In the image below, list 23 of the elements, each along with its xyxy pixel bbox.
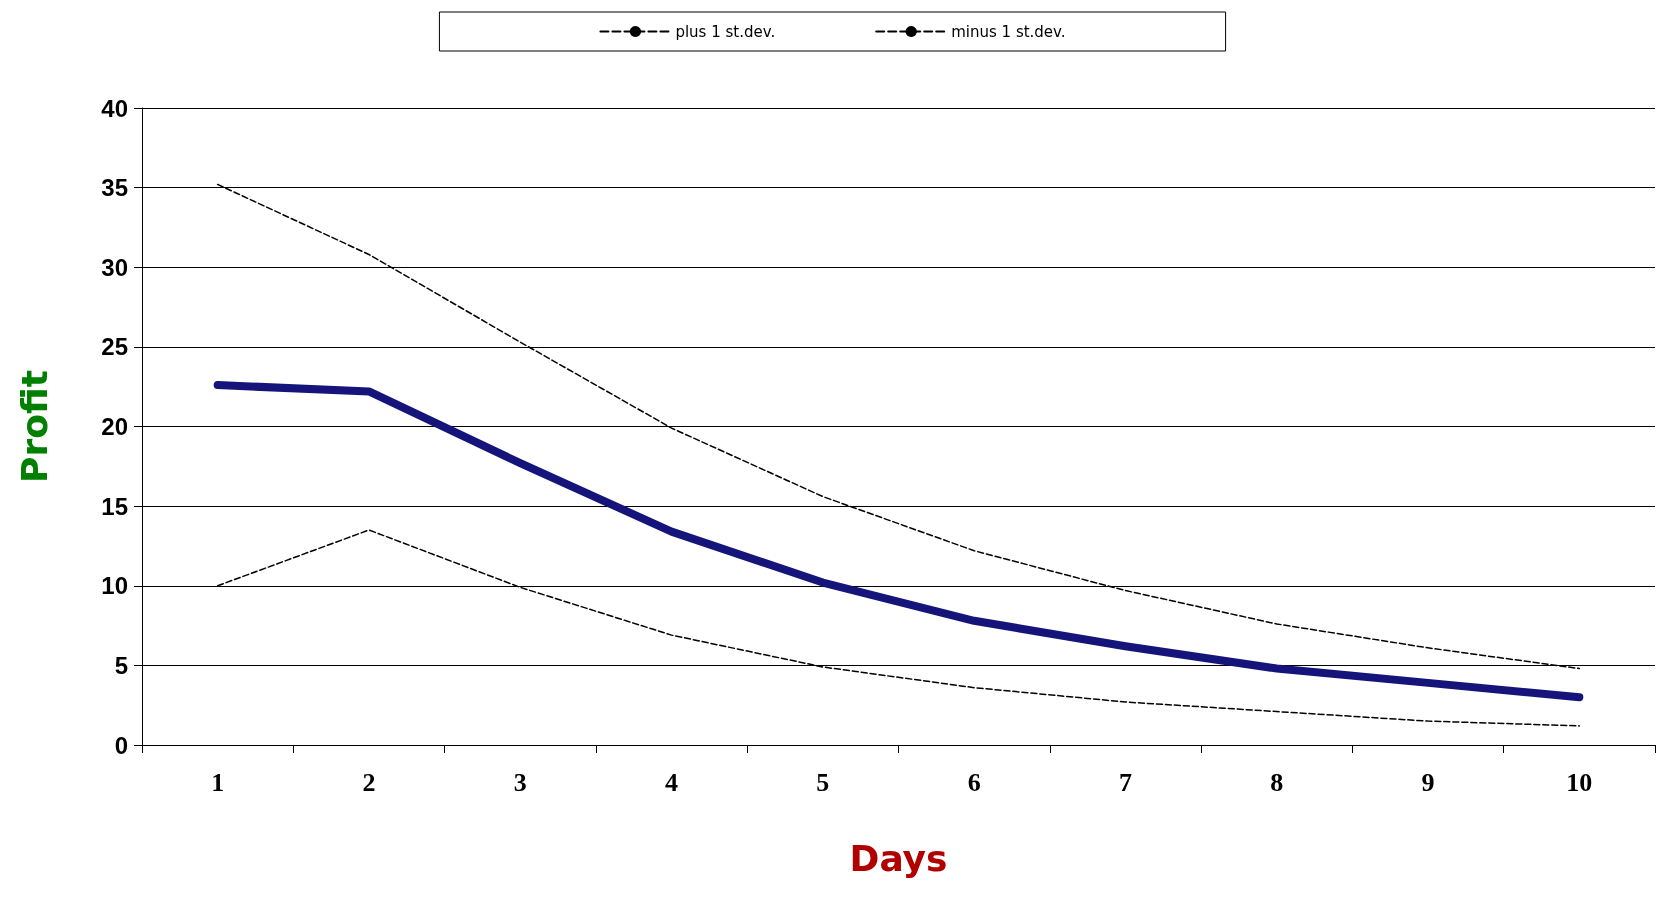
y-tick-label: 5 xyxy=(114,651,128,679)
legend-label: minus 1 st.dev. xyxy=(951,22,1066,41)
x-tick-label: 2 xyxy=(362,767,376,797)
y-tick-label: 20 xyxy=(101,413,128,440)
x-axis-title: Days xyxy=(849,837,948,879)
y-tick-label: 40 xyxy=(101,94,128,122)
y-tick-label: 25 xyxy=(101,333,128,361)
legend-label: plus 1 st.dev. xyxy=(675,22,776,41)
x-tick-label: 7 xyxy=(1118,767,1132,797)
x-tick-label: 5 xyxy=(816,767,830,797)
y-tick-label: 10 xyxy=(101,572,128,600)
x-tick-label: 1 xyxy=(211,767,225,797)
y-tick-label: 15 xyxy=(101,492,128,520)
x-tick-label: 3 xyxy=(513,767,527,797)
y-axis-title: Profit xyxy=(13,370,55,483)
y-tick-label: 35 xyxy=(101,174,128,202)
x-tick-label: 10 xyxy=(1566,767,1593,797)
x-tick-label: 6 xyxy=(967,767,981,797)
x-tick-label: 4 xyxy=(665,767,679,797)
y-tick-label: 30 xyxy=(101,253,128,281)
x-tick-label: 8 xyxy=(1270,767,1284,797)
x-tick-label: 9 xyxy=(1421,767,1435,797)
y-tick-label: 0 xyxy=(114,731,128,759)
